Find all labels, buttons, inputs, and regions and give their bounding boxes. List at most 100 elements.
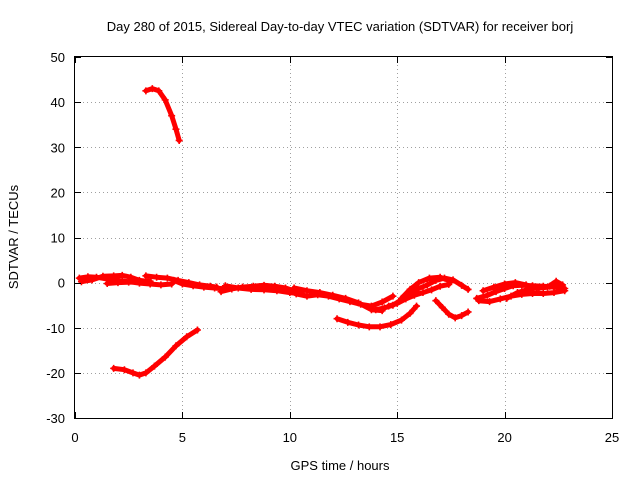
data-point bbox=[77, 278, 85, 286]
data-point bbox=[189, 282, 197, 290]
data-point bbox=[397, 294, 405, 302]
data-point bbox=[490, 283, 498, 291]
data-point bbox=[425, 274, 433, 282]
data-point bbox=[475, 297, 483, 305]
data-point bbox=[522, 281, 530, 289]
data-point bbox=[436, 282, 444, 290]
data-point bbox=[486, 298, 494, 306]
data-point bbox=[406, 309, 414, 317]
data-point bbox=[496, 295, 504, 303]
grid bbox=[75, 57, 612, 418]
data-point bbox=[451, 314, 459, 322]
data-point bbox=[135, 278, 143, 286]
data-point bbox=[393, 299, 401, 307]
data-point bbox=[303, 287, 311, 295]
y-tick-label: -10 bbox=[46, 321, 65, 336]
data-point bbox=[273, 287, 281, 295]
data-point bbox=[415, 284, 423, 292]
data-point bbox=[114, 279, 122, 287]
data-point bbox=[200, 283, 208, 291]
data-point bbox=[99, 272, 107, 280]
data-point bbox=[211, 284, 219, 292]
data-point bbox=[385, 302, 393, 310]
x-tick-label: 0 bbox=[71, 430, 78, 445]
data-point bbox=[389, 292, 397, 300]
y-tick-label: 0 bbox=[58, 276, 65, 291]
data-point bbox=[397, 316, 405, 324]
data-point bbox=[387, 321, 395, 329]
x-tick-label: 25 bbox=[605, 430, 619, 445]
data-point bbox=[88, 276, 96, 284]
data-point bbox=[535, 284, 543, 292]
data-point bbox=[157, 281, 165, 289]
data-point bbox=[378, 298, 386, 306]
data-point bbox=[161, 353, 169, 361]
data-point bbox=[410, 291, 418, 299]
data-point bbox=[428, 286, 436, 294]
data-point bbox=[292, 290, 300, 298]
data-point bbox=[483, 291, 491, 299]
data-point bbox=[183, 333, 191, 341]
data-point bbox=[217, 288, 225, 296]
data-point bbox=[135, 371, 143, 379]
data-point bbox=[380, 304, 388, 312]
data-point bbox=[344, 318, 352, 326]
data-point bbox=[163, 274, 171, 282]
data-point bbox=[142, 369, 150, 377]
data-point bbox=[120, 366, 128, 374]
data-point bbox=[372, 306, 380, 314]
data-point bbox=[221, 282, 229, 290]
y-tick-label: 50 bbox=[51, 50, 65, 65]
data-point bbox=[316, 289, 324, 297]
data-point bbox=[546, 282, 554, 290]
data-point bbox=[501, 280, 509, 288]
data-point bbox=[110, 364, 118, 372]
data-point bbox=[423, 281, 431, 289]
data-point bbox=[153, 273, 161, 281]
data-point bbox=[550, 289, 558, 297]
data-point bbox=[110, 272, 118, 280]
data-point bbox=[247, 285, 255, 293]
x-tick-label: 10 bbox=[283, 430, 297, 445]
data-point bbox=[193, 326, 201, 334]
data-point bbox=[406, 285, 414, 293]
data-point bbox=[436, 273, 444, 281]
x-tick-label: 20 bbox=[497, 430, 511, 445]
data-point bbox=[464, 308, 472, 316]
y-tick-label: -30 bbox=[46, 411, 65, 426]
y-tick-label: -20 bbox=[46, 366, 65, 381]
data-point bbox=[503, 294, 511, 302]
data-point bbox=[178, 280, 186, 288]
data-point bbox=[172, 125, 180, 133]
data-point bbox=[539, 289, 547, 297]
data-point bbox=[142, 272, 150, 280]
data-point bbox=[103, 280, 111, 288]
data-point bbox=[172, 342, 180, 350]
data-point bbox=[492, 288, 500, 296]
data-point bbox=[524, 285, 532, 293]
data-point bbox=[125, 278, 133, 286]
y-tick-label: 10 bbox=[51, 231, 65, 246]
axis-ticks: 0 5 10 15 20 25 -30 -20 -10 0 10 20 30 40 50 bbox=[46, 50, 619, 445]
data-point bbox=[458, 312, 466, 320]
data-point bbox=[556, 281, 564, 289]
data-point bbox=[419, 289, 427, 297]
data-point bbox=[175, 136, 183, 144]
data-point bbox=[438, 303, 446, 311]
data-point bbox=[148, 85, 156, 93]
data-point bbox=[413, 302, 421, 310]
y-tick-label: 40 bbox=[51, 95, 65, 110]
x-tick-label: 5 bbox=[179, 430, 186, 445]
x-axis-label: GPS time / hours bbox=[291, 458, 390, 473]
data-point bbox=[170, 276, 178, 284]
data-point bbox=[365, 323, 373, 331]
data-point bbox=[260, 286, 268, 294]
data-point bbox=[447, 277, 455, 285]
data-point bbox=[118, 271, 126, 279]
data-point bbox=[234, 284, 242, 292]
data-point bbox=[127, 273, 135, 281]
data-point bbox=[415, 279, 423, 287]
series-line-track-6 bbox=[111, 327, 200, 378]
y-tick-label: 20 bbox=[51, 185, 65, 200]
